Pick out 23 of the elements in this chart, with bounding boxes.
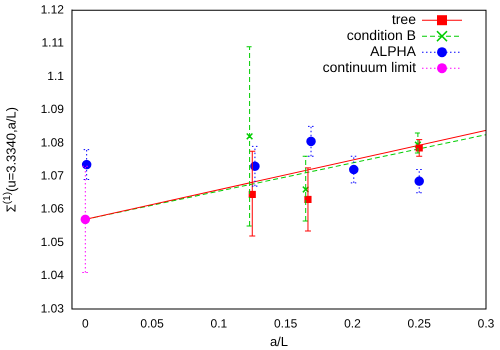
legend-label: continuum limit: [322, 59, 416, 76]
y-tick-label: 1.06: [40, 202, 64, 216]
x-tick-label: 0.05: [140, 316, 164, 331]
legend-label: condition B: [346, 27, 416, 44]
y-tick-label: 1.09: [40, 102, 64, 116]
y-tick-label: 1.1: [47, 68, 64, 83]
y-tick-label: 1.05: [40, 234, 64, 249]
x-axis-title: a/L: [270, 334, 288, 349]
x-tick-label: 0.25: [408, 316, 432, 331]
x-tick-label: 0.1: [210, 316, 228, 331]
y-tick-label: 1.04: [40, 268, 64, 282]
y-axis-title: Σ(1)(u=3.3340,a/L): [2, 106, 19, 212]
x-tick-label: 0.3: [478, 316, 495, 331]
x-tick-label: 0.15: [274, 316, 298, 331]
y-tick-label: 1.03: [40, 301, 64, 316]
legend-label: ALPHA: [370, 43, 417, 60]
y-tick-label: 1.07: [40, 168, 64, 183]
y-tick-label: 1.08: [40, 135, 64, 150]
x-tick-label: 0.2: [344, 316, 362, 331]
y-tick-label: 1.12: [40, 2, 64, 17]
y-tick-label: 1.11: [41, 36, 64, 50]
x-tick-label: 0: [82, 316, 89, 331]
legend-label: tree: [392, 11, 416, 28]
